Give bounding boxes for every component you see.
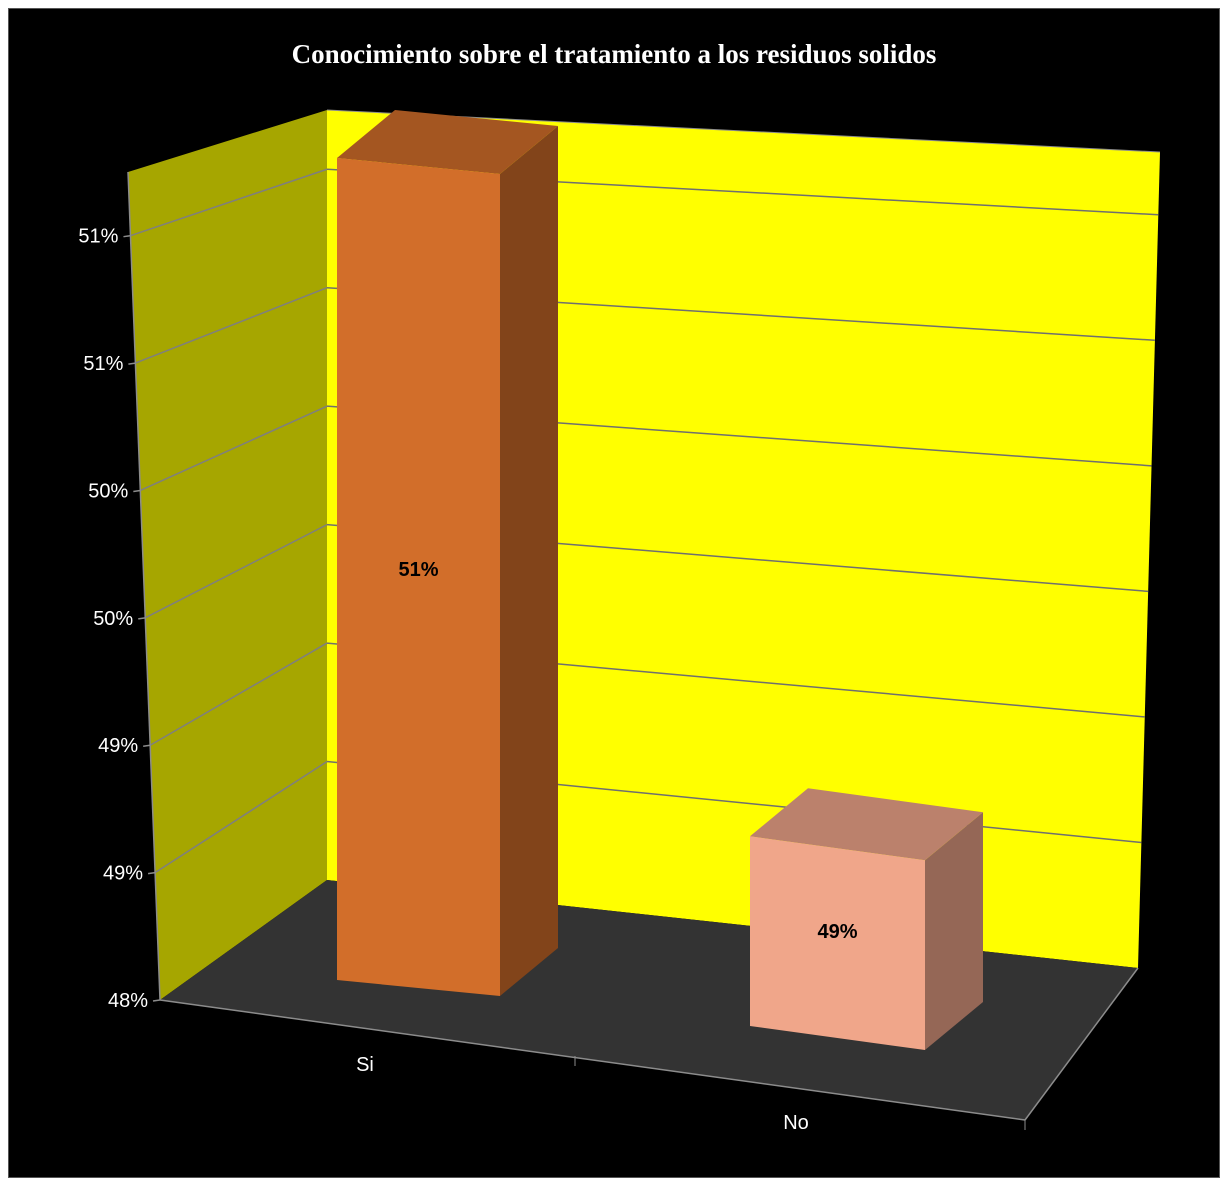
y-tick-label: 50% — [88, 480, 128, 502]
y-tick-mark — [143, 744, 151, 747]
bar-no — [750, 788, 983, 1050]
y-tick-mark — [138, 617, 146, 620]
x-tick-label: No — [783, 1112, 809, 1134]
y-tick-label: 49% — [103, 863, 143, 885]
x-axis-line — [159, 999, 1026, 1121]
gridline-side — [130, 168, 328, 237]
y-tick-label: 48% — [108, 990, 148, 1012]
y-tick-label: 51% — [78, 226, 118, 248]
y-tick-label: 49% — [98, 735, 138, 757]
y-tick-mark — [123, 234, 131, 238]
gridline-side — [149, 642, 328, 746]
side-wall — [128, 110, 327, 1000]
y-tick-mark — [133, 489, 141, 493]
bar-front-face — [337, 158, 500, 996]
bar-front-face — [750, 836, 925, 1050]
y-tick-label: 51% — [83, 353, 123, 375]
bar-side-face — [925, 812, 983, 1050]
data-label: 49% — [817, 921, 857, 943]
bar-top-face — [337, 110, 558, 174]
gridline-side — [139, 405, 328, 492]
y-tick-labels: 48% 49% 49% 50% 50% 51% 51% — [78, 226, 148, 1012]
data-label: 51% — [398, 559, 438, 581]
gridline-side — [135, 286, 328, 364]
y-tick-mark — [152, 999, 161, 1002]
y-tick-mark — [147, 871, 156, 875]
y-axis-line — [127, 171, 161, 1001]
y-tick-label: 50% — [93, 608, 133, 630]
chart-title: Conocimiento sobre el tratamiento a los … — [291, 39, 937, 69]
x-tick-label: Si — [356, 1054, 374, 1076]
gridline-side — [154, 760, 328, 874]
x-tick-labels: Si No — [356, 1054, 809, 1134]
bar-top-face — [750, 788, 983, 861]
bar-si — [337, 110, 558, 996]
bars: 51% 49% — [337, 110, 983, 1050]
bar-side-face — [500, 126, 558, 996]
gridline-side — [144, 523, 328, 619]
y-tick-mark — [128, 362, 136, 365]
floor-right-edge — [1024, 967, 1139, 1121]
